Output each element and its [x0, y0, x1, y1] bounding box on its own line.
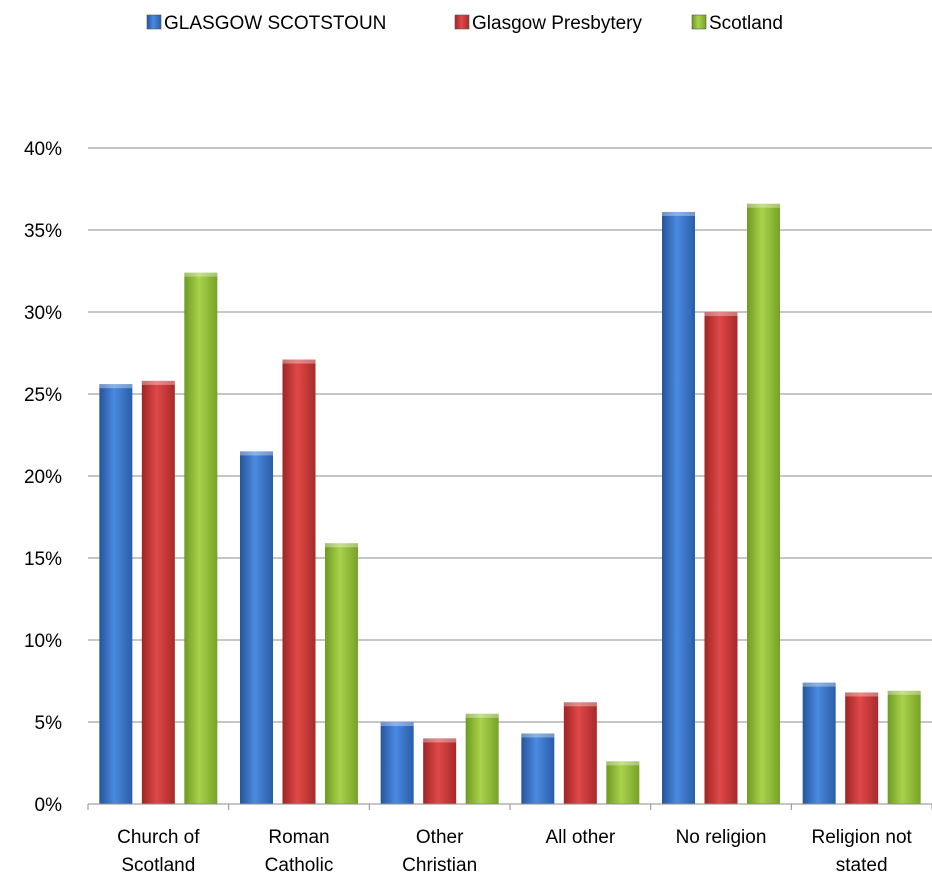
x-tick-label-line: Roman	[268, 827, 329, 848]
x-tick-label-line: Church of	[117, 827, 200, 848]
bar-body	[423, 738, 456, 804]
y-tick-label: 10%	[24, 631, 62, 652]
bar-highlight	[521, 733, 554, 737]
legend-item: GLASGOW SCOTSTOUN	[147, 13, 386, 34]
x-tick-label-line: All other	[545, 827, 615, 848]
y-tick-label: 15%	[24, 549, 62, 570]
bar	[564, 702, 597, 804]
bar-body	[240, 451, 273, 804]
x-tick-label-line: Scotland	[121, 855, 195, 875]
bar	[240, 451, 273, 804]
bar-body	[845, 692, 878, 804]
bar	[845, 692, 878, 804]
bar	[521, 733, 554, 804]
x-tick-label: Religion not stated	[811, 827, 912, 875]
bar	[381, 722, 414, 804]
bar	[184, 273, 217, 804]
bar	[803, 683, 836, 804]
bar-highlight	[99, 384, 132, 388]
bar	[325, 543, 358, 804]
x-tick-label: Roman Catholic	[265, 827, 334, 875]
y-tick-label: 30%	[24, 303, 62, 324]
legend-item: Glasgow Presbytery	[455, 13, 643, 34]
bar	[423, 738, 456, 804]
bar-highlight	[240, 451, 273, 455]
bar	[142, 381, 175, 804]
x-tick-label-line: stated	[836, 855, 888, 875]
x-tick-label: Other Christian	[402, 827, 477, 875]
bar	[888, 691, 921, 804]
bar-body	[466, 714, 499, 804]
bar-highlight	[423, 738, 456, 742]
bar	[466, 714, 499, 804]
bar-highlight	[747, 204, 780, 208]
bar-body	[283, 360, 316, 804]
bar-highlight	[564, 702, 597, 706]
bar	[99, 384, 132, 804]
bar-highlight	[606, 761, 639, 765]
x-tick-label: All other	[545, 827, 615, 848]
bar-highlight	[466, 714, 499, 718]
bar-highlight	[142, 381, 175, 385]
bar-body	[705, 312, 738, 804]
y-tick-label: 20%	[24, 467, 62, 488]
bar-highlight	[184, 273, 217, 277]
y-tick-label: 25%	[24, 385, 62, 406]
bar-highlight	[381, 722, 414, 726]
bar-highlight	[845, 692, 878, 696]
y-tick-label: 0%	[35, 795, 63, 816]
legend-swatch	[692, 15, 706, 29]
legend-item: Scotland	[692, 13, 783, 34]
bar-body	[888, 691, 921, 804]
bar-highlight	[325, 543, 358, 547]
bar-body	[184, 273, 217, 804]
bar	[606, 761, 639, 804]
bar	[283, 360, 316, 804]
y-tick-label: 5%	[35, 713, 63, 734]
bar	[747, 204, 780, 804]
y-tick-label: 40%	[24, 139, 62, 160]
legend: GLASGOW SCOTSTOUN Glasgow Presbytery Scotl…	[147, 13, 783, 34]
x-tick-label: Church of Scotland	[117, 827, 200, 875]
x-tick-label-line: Christian	[402, 855, 477, 875]
bar-highlight	[803, 683, 836, 687]
legend-label: GLASGOW SCOTSTOUN	[164, 13, 386, 34]
bar-body	[142, 381, 175, 804]
bar-highlight	[888, 691, 921, 695]
bar-body	[564, 702, 597, 804]
y-tick-label: 35%	[24, 221, 62, 242]
x-tick-label-line: No religion	[676, 827, 767, 848]
bar-body	[803, 683, 836, 804]
bar-body	[747, 204, 780, 804]
x-tick-label-line: Other	[416, 827, 464, 848]
x-tick-label-line: Religion not	[811, 827, 912, 848]
bar-body	[662, 212, 695, 804]
bar-body	[606, 761, 639, 804]
x-tick-label: No religion	[676, 827, 767, 848]
legend-label: Glasgow Presbytery	[472, 13, 643, 34]
y-axis: 0% 5% 10% 15% 20% 25% 30% 35% 40%	[24, 139, 62, 816]
legend-swatch	[147, 15, 161, 29]
bar-body	[521, 733, 554, 804]
bars	[99, 204, 920, 804]
legend-swatch	[455, 15, 469, 29]
bar-highlight	[283, 360, 316, 364]
x-tick-label-line: Catholic	[265, 855, 334, 875]
bar	[705, 312, 738, 804]
x-axis: Church of Scotland Roman Catholic Other Chris…	[88, 804, 932, 875]
bar-body	[381, 722, 414, 804]
bar	[662, 212, 695, 804]
legend-label: Scotland	[709, 13, 783, 34]
bar-body	[325, 543, 358, 804]
bar-highlight	[662, 212, 695, 216]
bar-body	[99, 384, 132, 804]
bar-highlight	[705, 312, 738, 316]
